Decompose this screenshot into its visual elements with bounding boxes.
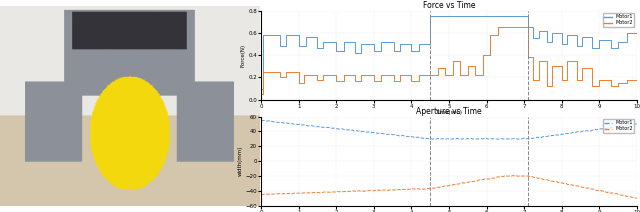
Y-axis label: Force(N): Force(N) (241, 43, 245, 67)
Y-axis label: width(mm): width(mm) (237, 146, 243, 176)
Title: Aperture vs Time: Aperture vs Time (416, 107, 482, 116)
Title: Force vs Time: Force vs Time (422, 1, 476, 10)
Legend: Motor1, Motor2: Motor1, Motor2 (603, 119, 634, 133)
X-axis label: Time(sec): Time(sec) (435, 110, 463, 115)
Legend: Motor1, Motor2: Motor1, Motor2 (603, 13, 634, 27)
